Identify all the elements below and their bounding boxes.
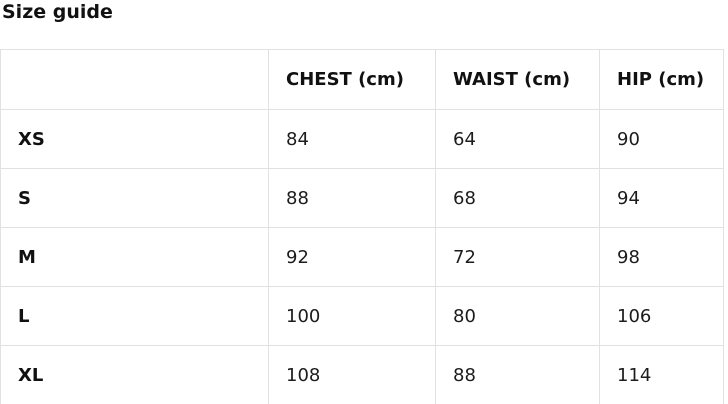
column-header-size: [0, 49, 269, 110]
cell-l-hip: 106: [599, 286, 724, 346]
cell-xs-chest: 84: [268, 109, 436, 169]
row-label-m: M: [0, 227, 269, 287]
cell-s-chest: 88: [268, 168, 436, 228]
column-header-hip: HIP (cm): [599, 49, 724, 110]
page-title: Size guide: [2, 1, 113, 23]
row-label-xs: XS: [0, 109, 269, 169]
column-header-waist: WAIST (cm): [435, 49, 600, 110]
table-row-m: M 92 72 98: [0, 227, 724, 287]
cell-m-hip: 98: [599, 227, 724, 287]
cell-m-chest: 92: [268, 227, 436, 287]
size-guide-table: CHEST (cm) WAIST (cm) HIP (cm) XS 84 64 …: [0, 49, 724, 404]
cell-l-waist: 80: [435, 286, 600, 346]
column-header-chest: CHEST (cm): [268, 49, 436, 110]
cell-m-waist: 72: [435, 227, 600, 287]
cell-xs-hip: 90: [599, 109, 724, 169]
cell-l-chest: 100: [268, 286, 436, 346]
row-label-s: S: [0, 168, 269, 228]
cell-s-waist: 68: [435, 168, 600, 228]
table-row-l: L 100 80 106: [0, 286, 724, 346]
table-row-xl: XL 108 88 114: [0, 345, 724, 404]
cell-xl-chest: 108: [268, 345, 436, 404]
cell-xl-waist: 88: [435, 345, 600, 404]
table-row-xs: XS 84 64 90: [0, 109, 724, 169]
cell-xl-hip: 114: [599, 345, 724, 404]
table-row-s: S 88 68 94: [0, 168, 724, 228]
cell-xs-waist: 64: [435, 109, 600, 169]
row-label-xl: XL: [0, 345, 269, 404]
row-label-l: L: [0, 286, 269, 346]
table-header-row: CHEST (cm) WAIST (cm) HIP (cm): [0, 49, 724, 110]
cell-s-hip: 94: [599, 168, 724, 228]
